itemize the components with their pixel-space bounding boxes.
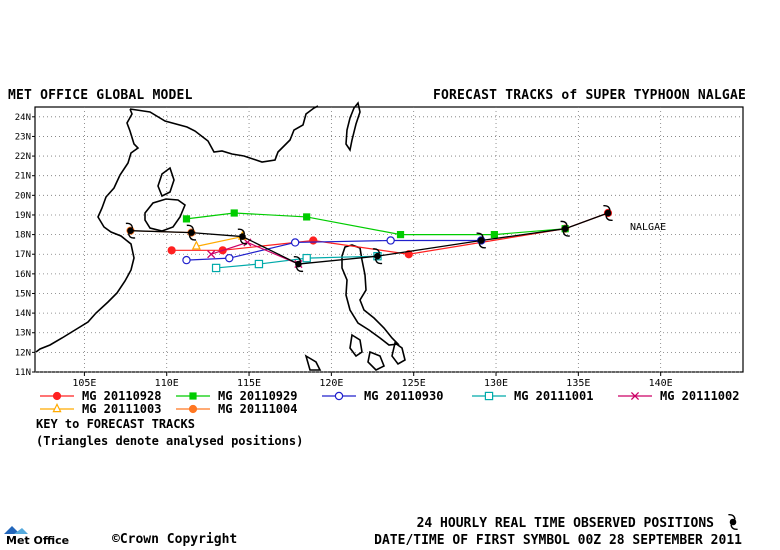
forecast-track-marker [404, 250, 413, 259]
forecast-track-marker [211, 263, 221, 273]
coast-hainan [144, 198, 186, 232]
lat-tick-label: 15N [15, 289, 31, 299]
coast-mainland [35, 105, 319, 353]
copyright-text: Crown Copyright [119, 532, 238, 547]
lon-tick-label: 125E [402, 378, 426, 389]
forecast-track-marker [309, 236, 318, 245]
forecast-track-marker [225, 253, 234, 263]
lat-tick-label: 14N [15, 309, 31, 319]
legend-label: MG 20111002 [660, 389, 739, 403]
typhoon-symbol-icon [125, 222, 136, 239]
lat-tick-label: 22N [15, 152, 31, 162]
lat-tick-label: 11N [15, 368, 31, 378]
met-office-logo: Met Office [6, 534, 69, 547]
forecast-track-line [196, 235, 243, 247]
title-right: FORECAST TRACKS of SUPER TYPHOON NALGAE [432, 88, 746, 103]
lon-tick-label: 115E [237, 378, 261, 389]
map-grid: 105E 110E 115E 120E 125E 130E 135E 140E 11N 12N 13… [15, 106, 744, 389]
lon-tick-label: 140E [649, 378, 673, 389]
forecast-track-marker [290, 238, 300, 247]
legend-label: MG 20110930 [364, 389, 443, 403]
forecast-track-marker [182, 215, 191, 223]
met-office-logo-icon [4, 526, 28, 534]
legend: MG 20110928 MG 20110929 MG 20110930 MG 2011… [40, 389, 739, 416]
forecast-track-line [186, 212, 566, 236]
typhoon-symbol-icon [560, 220, 570, 237]
lat-tick-label: 18N [15, 231, 31, 241]
forecast-track-marker [254, 259, 264, 269]
legend-marker [52, 391, 62, 401]
legend-marker [334, 391, 344, 401]
observed-track-line [130, 212, 609, 265]
legend-marker [189, 392, 197, 400]
legend-label: MG 20111001 [514, 389, 593, 403]
typhoon-symbol-icon [186, 224, 197, 241]
lon-tick-label: 130E [484, 378, 508, 389]
lat-tick-label: 17N [15, 250, 31, 260]
coast-taiwan [345, 101, 361, 153]
lat-tick-label: 21N [15, 172, 31, 182]
forecast-track-marker [191, 240, 201, 250]
lon-tick-label: 110E [155, 378, 179, 389]
lat-tick-label: 12N [15, 348, 31, 358]
coast-leizhou [157, 166, 175, 198]
forecast-track-marker [386, 236, 395, 245]
observed-note: 24 HOURLY REAL TIME OBSERVED POSITIONS [416, 516, 714, 531]
copyright-icon: © [112, 532, 120, 547]
key-caption: KEY to FORECAST TRACKS (Triangles denote… [36, 416, 303, 450]
forecast-track-marker [207, 250, 216, 259]
coastlines [35, 101, 406, 371]
legend-marker [630, 391, 640, 401]
forecast-track-marker [303, 213, 311, 221]
coast-palawan [304, 354, 322, 371]
map-frame [34, 106, 744, 373]
forecast-track-marker [182, 255, 191, 265]
legend-label: MG 20110929 [218, 389, 297, 403]
lon-tick-label: 105E [72, 378, 96, 389]
lat-tick-label: 23N [15, 132, 31, 142]
typhoon-symbol-icon [293, 256, 304, 273]
lat-tick-label: 13N [15, 329, 31, 339]
copyright: ©Crown Copyright [112, 532, 237, 547]
legend-marker [484, 391, 494, 401]
coast-mindoro [349, 333, 363, 358]
first-symbol-date: DATE/TIME OF FIRST SYMBOL 00Z 28 SEPTEMB… [374, 533, 742, 548]
coast-samar [391, 341, 406, 366]
coast-panay [367, 350, 386, 371]
lat-tick-label: 20N [15, 191, 31, 201]
coast-luzon [341, 244, 400, 346]
typhoon-symbol-icon [237, 228, 248, 245]
lon-tick-label: 120E [319, 378, 343, 389]
met-office-logo-text: Met Office [6, 534, 70, 547]
lat-tick-label: 19N [15, 211, 31, 221]
legend-label: MG 20111003 [82, 402, 161, 416]
title-left: MET OFFICE GLOBAL MODEL [8, 88, 193, 103]
key-title: KEY to FORECAST TRACKS [36, 417, 195, 431]
forecast-track-line [171, 212, 609, 255]
typhoon-symbol-icon [603, 204, 613, 222]
legend-marker [52, 403, 62, 413]
lat-tick-label: 16N [15, 270, 31, 280]
typhoon-symbol-icon [372, 248, 383, 265]
forecast-track-line [216, 255, 378, 269]
forecast-track-marker [302, 253, 311, 263]
observed-positions [125, 204, 613, 273]
legend-label: MG 20110928 [82, 389, 161, 403]
legend-marker [188, 404, 198, 414]
forecast-track-marker [490, 230, 498, 239]
forecast-tracks [126, 208, 613, 273]
key-note: (Triangles denote analysed positions) [36, 434, 304, 448]
typhoon-symbol-icon [476, 232, 486, 249]
forecast-track-marker [230, 209, 238, 217]
lat-tick-label: 24N [15, 113, 31, 123]
forecast-track-marker [167, 246, 176, 255]
typhoon-symbol-icon [728, 513, 738, 531]
forecast-track-marker [396, 230, 405, 239]
storm-label: NALGAE [630, 222, 666, 233]
legend-label: MG 20111004 [218, 402, 297, 416]
lon-tick-label: 135E [566, 378, 590, 389]
